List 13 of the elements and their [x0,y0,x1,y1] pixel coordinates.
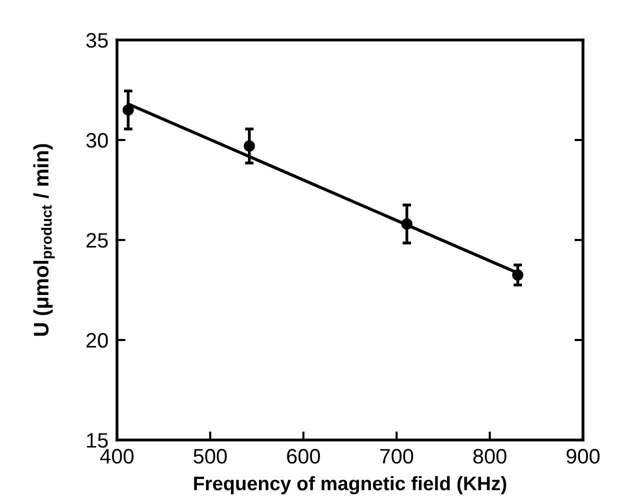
y-tick-label: 15 [87,433,108,448]
x-tick-label: 700 [380,448,414,464]
x-tick-label: 900 [566,448,600,464]
x-tick-label: 600 [287,448,320,464]
y-axis-title: U (μmol$_{product}$ / min) [33,144,55,336]
y-tick-label: 30 [86,133,108,148]
x-axis-title: Frequency of magnetic field (KHz) [194,476,506,494]
y-tick-label: 20 [86,333,108,348]
x-tick-label: 500 [194,448,227,464]
y-tick-label: 25 [86,233,108,248]
x-tick-label: 400 [100,448,134,464]
y-tick-label: 35 [86,33,108,48]
x-tick-label: 800 [473,448,506,464]
